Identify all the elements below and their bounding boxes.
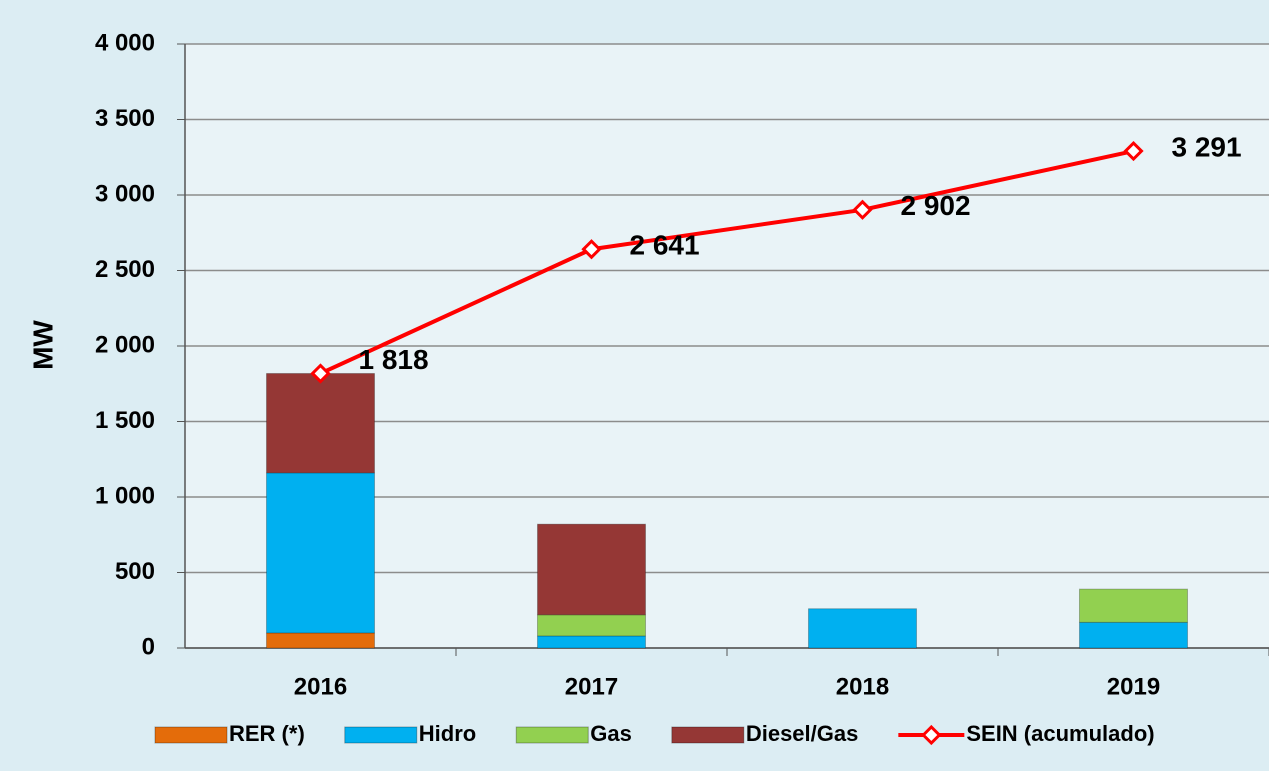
data-label: 2 641 xyxy=(630,230,700,261)
y-tick-label: 2 000 xyxy=(95,331,155,358)
x-tick-label: 2019 xyxy=(1107,673,1160,700)
bar-segment xyxy=(808,608,917,649)
y-tick-label: 3 000 xyxy=(95,180,155,207)
data-label: 1 818 xyxy=(359,344,429,375)
bar-segment xyxy=(266,472,375,634)
x-tick-label: 2017 xyxy=(565,673,618,700)
legend-label: Hidro xyxy=(419,721,476,746)
y-tick-label: 3 500 xyxy=(95,105,155,132)
legend-label: Gas xyxy=(590,721,632,746)
x-tick-label: 2018 xyxy=(836,673,889,700)
bar-segment xyxy=(266,632,375,649)
y-axis-label: MW xyxy=(27,320,58,370)
bar-segment xyxy=(266,372,375,474)
bar-segment xyxy=(1079,588,1188,623)
y-tick-label: 1 500 xyxy=(95,407,155,434)
data-label: 2 902 xyxy=(901,190,971,221)
y-tick-label: 2 500 xyxy=(95,256,155,283)
legend-swatch xyxy=(515,726,589,744)
legend-label: SEIN (acumulado) xyxy=(966,721,1154,746)
y-tick-label: 500 xyxy=(115,558,155,585)
line-marker xyxy=(852,199,873,220)
legend-label: Diesel/Gas xyxy=(746,721,859,746)
y-tick-label: 4 000 xyxy=(95,29,155,56)
line-marker xyxy=(1123,140,1144,162)
legend-swatch xyxy=(671,726,745,744)
bar-segment xyxy=(537,523,646,616)
legend-swatch xyxy=(154,726,228,744)
bar-segment xyxy=(537,635,646,649)
line-marker xyxy=(581,239,602,260)
legend-marker xyxy=(921,724,942,746)
legend-label: RER (*) xyxy=(229,721,305,746)
legend-swatch xyxy=(344,726,418,744)
y-tick-label: 0 xyxy=(142,633,155,660)
line-marker xyxy=(310,363,331,384)
bar-segment xyxy=(1079,621,1188,649)
bar-segment xyxy=(537,614,646,637)
x-tick-label: 2016 xyxy=(294,673,347,700)
y-tick-label: 1 000 xyxy=(95,482,155,509)
data-label: 3 291 xyxy=(1172,131,1242,162)
line xyxy=(319,149,1134,376)
